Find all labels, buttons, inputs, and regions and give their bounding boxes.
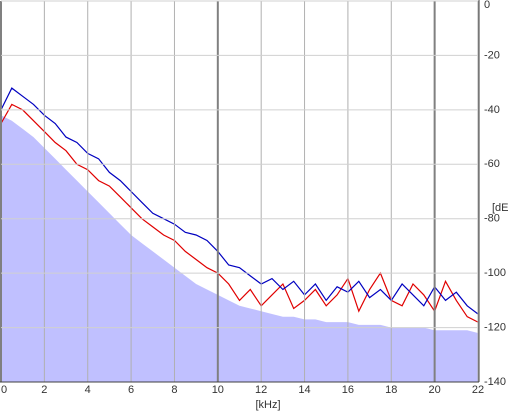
spectrum-line	[0, 87, 479, 315]
x-tick-label: 0	[1, 384, 7, 396]
x-tick-label: 6	[128, 384, 134, 396]
y-tick-label: -100	[484, 267, 506, 279]
x-tick-label: 10	[212, 384, 224, 396]
x-tick-label: 18	[385, 384, 397, 396]
x-tick-label: 16	[342, 384, 354, 396]
x-tick-label: 22	[472, 384, 484, 396]
y-tick-label: -20	[484, 49, 500, 61]
y-tick-label: -140	[484, 376, 506, 388]
spectrum-area	[1, 115, 478, 383]
x-tick-label: 20	[429, 384, 441, 396]
x-tick-label: 12	[255, 384, 267, 396]
x-tick-label: 4	[85, 384, 91, 396]
x-axis-label: [kHz]	[255, 399, 280, 411]
x-tick-label: 2	[41, 384, 47, 396]
x-tick-label: 8	[171, 384, 177, 396]
y-tick-label: -80	[484, 213, 500, 225]
x-tick-label: 14	[298, 384, 310, 396]
y-tick-label: -60	[484, 158, 500, 170]
y-tick-label: -40	[484, 104, 500, 116]
y-axis-label: [dE	[492, 202, 508, 214]
spectrum-line	[0, 103, 479, 323]
y-tick-label: -120	[484, 321, 506, 333]
y-tick-label: 0	[484, 0, 490, 11]
